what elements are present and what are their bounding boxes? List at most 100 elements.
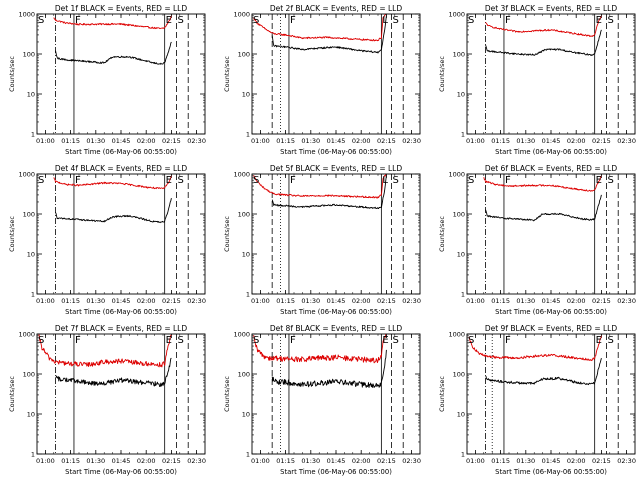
x-tick-label: 01:15: [61, 137, 80, 145]
x-tick-label: 02:15: [377, 137, 396, 145]
marker-s: S: [607, 335, 613, 346]
x-axis-label: Start Time (06-May-06 00:55:00): [495, 468, 607, 476]
x-axis-label: Start Time (06-May-06 00:55:00): [495, 308, 607, 316]
x-tick-label: 01:45: [112, 457, 131, 465]
x-axis-label: Start Time (06-May-06 00:55:00): [65, 148, 177, 156]
x-tick-label: 01:45: [542, 457, 561, 465]
x-tick-label: 02:00: [352, 297, 371, 305]
series-lld: [53, 175, 172, 190]
y-tick-label: 10: [242, 90, 250, 98]
x-tick-label: 01:30: [516, 457, 535, 465]
marker-l: L: [382, 175, 388, 186]
chart-panel-8: Det 8f BLACK = Events, RED = LLD Counts/s…: [223, 324, 421, 476]
y-tick-label: 1: [461, 290, 465, 298]
plot-frame: [466, 173, 636, 295]
marker-s: S: [392, 335, 398, 346]
x-tick-label: 02:15: [162, 137, 181, 145]
y-tick-label: 10: [457, 90, 465, 98]
marker-s: S: [253, 15, 259, 26]
x-tick-label: 02:15: [162, 297, 181, 305]
series-lld: [38, 333, 172, 368]
series-lld: [485, 15, 602, 37]
x-tick-label: 01:30: [301, 297, 320, 305]
y-tick-label: 1000: [18, 10, 35, 18]
y-axis-label: Counts/sec: [223, 376, 231, 412]
x-tick-label: 02:00: [352, 457, 371, 465]
y-tick-label: 100: [238, 210, 250, 218]
y-axis-label: Counts/sec: [223, 56, 231, 92]
marker-f: F: [505, 15, 511, 26]
y-axis-label: Counts/sec: [223, 216, 231, 252]
plot-frame: [36, 13, 206, 135]
chart-panel-6: Det 6f BLACK = Events, RED = LLD Counts/s…: [438, 164, 636, 316]
chart-title: Det 5f BLACK = Events, RED = LLD: [270, 164, 403, 173]
marker-f: F: [75, 335, 81, 346]
y-tick-label: 1: [246, 130, 250, 138]
y-tick-label: 100: [453, 370, 465, 378]
y-tick-label: 100: [23, 370, 35, 378]
x-tick-label: 01:15: [276, 297, 295, 305]
marker-s: S: [177, 175, 183, 186]
y-tick-label: 1: [246, 290, 250, 298]
chart-panel-3: Det 3f BLACK = Events, RED = LLD Counts/s…: [438, 4, 636, 156]
chart-title: Det 9f BLACK = Events, RED = LLD: [485, 324, 618, 333]
y-tick-label: 100: [238, 50, 250, 58]
x-tick-label: 01:30: [516, 137, 535, 145]
y-tick-label: 1: [31, 290, 35, 298]
marker-e: E: [166, 15, 172, 26]
x-axis-label: Start Time (06-May-06 00:55:00): [280, 468, 392, 476]
x-tick-label: 02:00: [352, 137, 371, 145]
series-events: [485, 194, 602, 222]
x-tick-label: 01:45: [542, 297, 561, 305]
marker-e: E: [166, 335, 172, 346]
marker-s: S: [38, 15, 44, 26]
x-tick-label: 01:15: [61, 297, 80, 305]
chart-title: Det 4f BLACK = Events, RED = LLD: [55, 164, 188, 173]
y-tick-label: 1000: [233, 330, 250, 338]
x-tick-label: 02:00: [137, 137, 156, 145]
marker-f: F: [290, 15, 296, 26]
x-axis-label: Start Time (06-May-06 00:55:00): [280, 148, 392, 156]
x-tick-label: 01:15: [276, 137, 295, 145]
marker-f: F: [290, 335, 296, 346]
marker-e: E: [596, 335, 602, 346]
marker-s: S: [468, 335, 474, 346]
x-tick-label: 01:30: [86, 297, 105, 305]
plot-frame: [466, 13, 636, 135]
x-tick-label: 01:30: [516, 297, 535, 305]
series-events: [55, 357, 172, 388]
chart-title: Det 1f BLACK = Events, RED = LLD: [55, 4, 188, 13]
series-events: [271, 15, 387, 54]
marker-s: S: [253, 175, 259, 186]
x-tick-label: 02:30: [402, 457, 421, 465]
chart-title: Det 3f BLACK = Events, RED = LLD: [485, 4, 618, 13]
y-tick-label: 100: [453, 50, 465, 58]
marker-s: S: [607, 15, 613, 26]
x-tick-label: 01:45: [327, 297, 346, 305]
y-tick-label: 100: [23, 50, 35, 58]
marker-s: S: [253, 335, 259, 346]
y-tick-label: 1000: [18, 170, 35, 178]
series-lld: [253, 13, 387, 42]
x-tick-label: 01:00: [466, 297, 485, 305]
x-tick-label: 01:45: [112, 137, 131, 145]
x-tick-label: 01:30: [86, 137, 105, 145]
series-lld: [483, 175, 602, 192]
series-events: [485, 29, 602, 56]
marker-f: F: [505, 335, 511, 346]
y-tick-label: 1000: [448, 10, 465, 18]
x-tick-label: 01:15: [491, 457, 510, 465]
marker-f: F: [75, 15, 81, 26]
marker-e: E: [382, 335, 388, 346]
y-tick-label: 100: [453, 210, 465, 218]
x-tick-label: 02:30: [187, 457, 206, 465]
marker-s: S: [468, 15, 474, 26]
x-tick-label: 01:00: [36, 297, 55, 305]
x-tick-label: 01:15: [491, 297, 510, 305]
y-tick-label: 10: [242, 250, 250, 258]
plot-frame: [251, 333, 421, 455]
marker-s: S: [38, 175, 44, 186]
marker-s: S: [177, 15, 183, 26]
x-tick-label: 02:15: [592, 297, 611, 305]
